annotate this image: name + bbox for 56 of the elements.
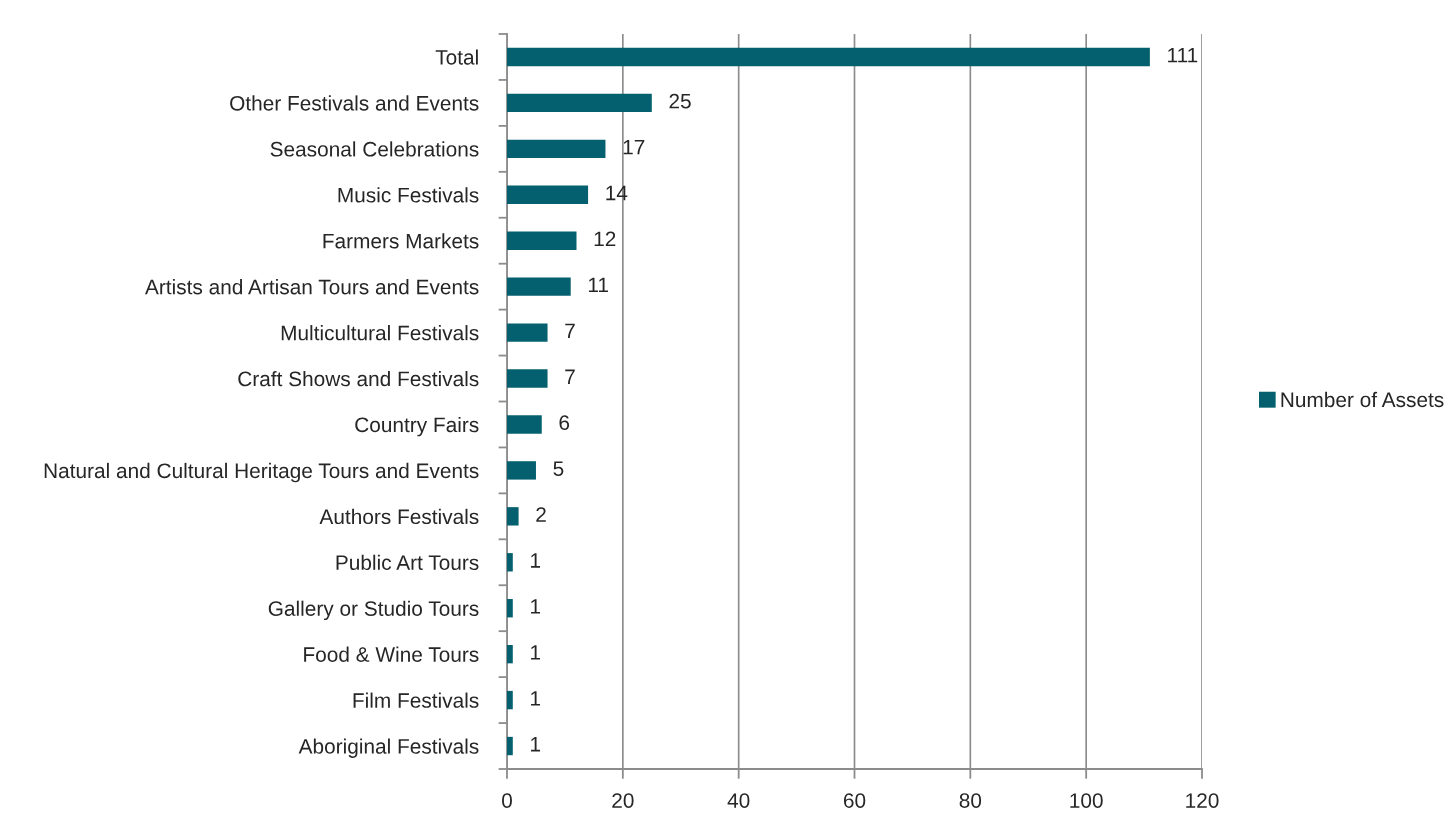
y-tick-label: Other Festivals and Events [230,95,479,111]
bar [507,139,606,159]
y-tick-label: Authors Festivals [319,508,479,525]
bar [507,47,1150,67]
y-tick-label: Farmers Markets [323,233,479,249]
bar [507,185,589,204]
data-label: 14 [606,185,628,201]
data-label: 25 [669,93,691,109]
bar [507,507,519,526]
y-tick-label: Aboriginal Festivals [298,738,479,758]
y-tick-label: Public Art Tours [336,554,479,571]
bar [507,690,513,710]
legend-label: Number of Assets [1281,391,1444,408]
bar [507,644,513,664]
x-tick-label: 0 [502,793,512,808]
bar [507,323,548,342]
data-label: 5 [553,461,564,476]
bar [507,461,536,480]
x-tick-label: 20 [612,793,634,808]
data-label: 6 [559,415,570,431]
y-tick-label: Food & Wine Tours [304,646,479,662]
data-label: 17 [623,139,645,155]
y-tick-label: Artists and Artisan Tours and Events [145,279,479,295]
x-tick-label: 100 [1070,793,1103,808]
y-tick-label: Total [435,49,478,65]
data-label: 1 [531,691,541,706]
y-tick-label: Film Festivals [353,692,479,708]
y-tick-label: Country Fairs [355,416,479,437]
data-label: 7 [565,323,575,338]
data-label: 1 [531,645,541,660]
bar [507,736,513,756]
bar [507,93,652,113]
y-tick-label: Music Festivals [338,187,479,203]
y-tick-label: Seasonal Celebrations [270,141,479,157]
data-label: 111 [1168,48,1198,63]
data-label: 7 [565,369,575,384]
data-label: 12 [594,231,616,247]
y-tick-label: Multicultural Festivals [281,325,479,341]
x-tick-label: 120 [1186,793,1219,808]
data-label: 1 [531,599,541,614]
data-label: 1 [531,553,541,568]
bar [507,599,513,618]
y-tick-label: Natural and Cultural Heritage Tours and Events [44,462,479,483]
bar [507,369,548,388]
bar [507,231,577,250]
bar [507,415,542,434]
x-tick-label: 60 [843,793,866,808]
data-label: 11 [588,277,608,293]
bar [507,553,513,572]
y-tick-label: Craft Shows and Festivals [238,370,479,387]
x-tick-label: 40 [727,793,750,808]
y-tick-label: Gallery or Studio Tours [268,600,479,621]
data-label: 2 [536,507,546,522]
x-tick-label: 80 [959,793,982,808]
bar [507,277,571,296]
data-label: 1 [531,737,541,752]
